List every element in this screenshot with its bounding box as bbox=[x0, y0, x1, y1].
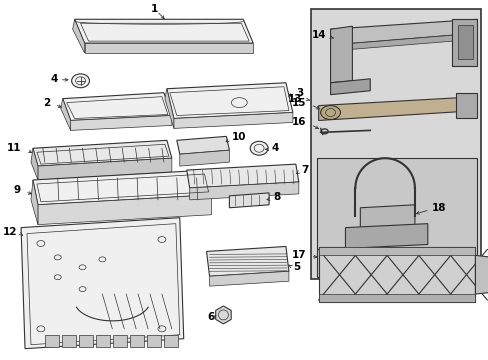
Polygon shape bbox=[33, 140, 171, 166]
Polygon shape bbox=[360, 205, 414, 233]
Text: 7: 7 bbox=[300, 165, 307, 175]
Polygon shape bbox=[96, 335, 109, 347]
Polygon shape bbox=[180, 150, 229, 166]
Polygon shape bbox=[330, 26, 352, 83]
Polygon shape bbox=[318, 294, 474, 302]
Polygon shape bbox=[70, 116, 171, 130]
Text: 18: 18 bbox=[431, 203, 446, 213]
Polygon shape bbox=[330, 33, 476, 51]
Polygon shape bbox=[206, 247, 288, 276]
Polygon shape bbox=[75, 19, 253, 43]
Polygon shape bbox=[73, 19, 84, 53]
Text: 10: 10 bbox=[231, 132, 245, 142]
Polygon shape bbox=[21, 218, 183, 348]
Text: 3: 3 bbox=[295, 88, 303, 98]
Polygon shape bbox=[229, 193, 268, 208]
Ellipse shape bbox=[320, 105, 340, 120]
Polygon shape bbox=[318, 247, 474, 302]
Text: 4: 4 bbox=[270, 143, 278, 153]
Polygon shape bbox=[474, 255, 488, 294]
Text: 6: 6 bbox=[207, 312, 214, 322]
Text: 11: 11 bbox=[6, 143, 21, 153]
Polygon shape bbox=[62, 93, 171, 121]
Text: 8: 8 bbox=[272, 192, 280, 202]
Polygon shape bbox=[209, 271, 288, 286]
Polygon shape bbox=[318, 247, 474, 255]
Polygon shape bbox=[130, 335, 143, 347]
Text: 12: 12 bbox=[2, 226, 17, 237]
Polygon shape bbox=[79, 335, 93, 347]
Polygon shape bbox=[316, 158, 476, 277]
Text: 2: 2 bbox=[43, 98, 51, 108]
Text: 16: 16 bbox=[292, 117, 306, 127]
Text: 14: 14 bbox=[311, 30, 326, 40]
Polygon shape bbox=[166, 83, 292, 118]
Polygon shape bbox=[215, 306, 231, 324]
Polygon shape bbox=[457, 25, 472, 59]
Polygon shape bbox=[45, 335, 59, 347]
Polygon shape bbox=[186, 164, 298, 188]
Polygon shape bbox=[173, 113, 292, 129]
Text: 17: 17 bbox=[291, 251, 306, 260]
Polygon shape bbox=[33, 170, 211, 205]
Text: 1: 1 bbox=[150, 4, 157, 14]
Polygon shape bbox=[310, 9, 480, 279]
Polygon shape bbox=[330, 79, 369, 95]
Polygon shape bbox=[113, 335, 126, 347]
Polygon shape bbox=[451, 19, 476, 66]
Polygon shape bbox=[189, 182, 298, 200]
Ellipse shape bbox=[250, 141, 267, 155]
Polygon shape bbox=[84, 43, 253, 53]
Polygon shape bbox=[38, 195, 211, 225]
Ellipse shape bbox=[72, 74, 89, 88]
Polygon shape bbox=[318, 97, 476, 121]
Polygon shape bbox=[31, 148, 38, 180]
Polygon shape bbox=[177, 136, 229, 154]
Polygon shape bbox=[31, 180, 38, 225]
Polygon shape bbox=[330, 19, 476, 45]
Polygon shape bbox=[345, 224, 427, 248]
Text: 4: 4 bbox=[50, 74, 58, 84]
Polygon shape bbox=[38, 158, 171, 180]
Text: 5: 5 bbox=[292, 262, 300, 272]
Text: 13: 13 bbox=[288, 94, 302, 104]
Polygon shape bbox=[62, 335, 76, 347]
Text: 15: 15 bbox=[292, 98, 306, 108]
Polygon shape bbox=[61, 99, 70, 130]
Text: 9: 9 bbox=[14, 185, 21, 195]
Polygon shape bbox=[455, 93, 476, 118]
Polygon shape bbox=[163, 335, 178, 347]
Polygon shape bbox=[164, 89, 173, 129]
Polygon shape bbox=[146, 335, 161, 347]
